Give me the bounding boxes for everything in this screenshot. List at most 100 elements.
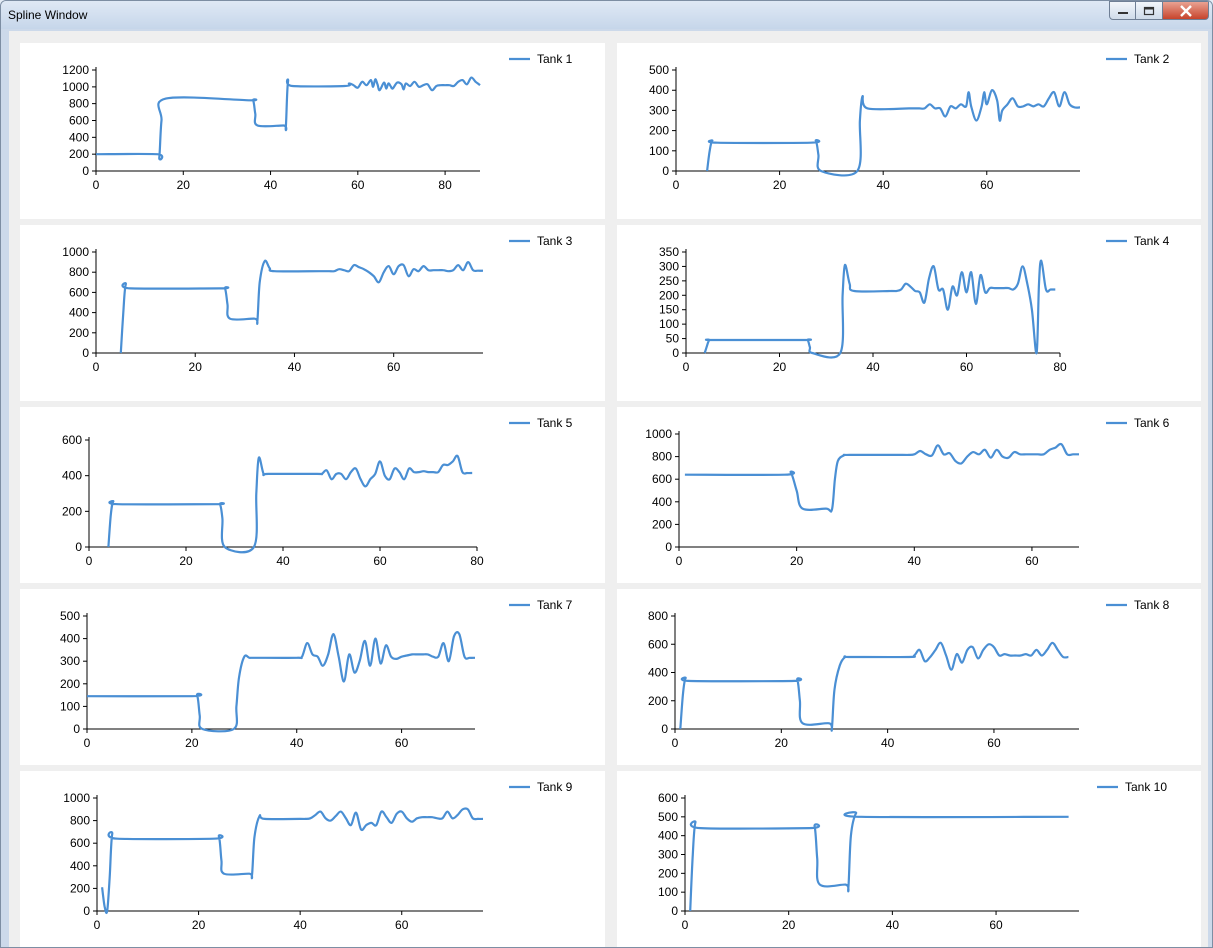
series-line-8 xyxy=(679,641,1069,732)
y-tick-label: 200 xyxy=(69,326,89,340)
minimize-button[interactable] xyxy=(1109,1,1136,20)
y-tick-label: 350 xyxy=(659,245,679,259)
y-tick-label: 0 xyxy=(672,346,679,360)
y-tick-label: 600 xyxy=(648,637,668,651)
x-tick-label: 0 xyxy=(672,736,679,750)
x-tick-label: 0 xyxy=(676,554,683,568)
title-bar[interactable]: Spline Window xyxy=(1,1,1212,29)
window-title: Spline Window xyxy=(8,8,88,22)
x-tick-label: 20 xyxy=(790,554,804,568)
x-tick-label: 20 xyxy=(189,360,203,374)
y-tick-label: 800 xyxy=(70,814,90,828)
x-tick-label: 60 xyxy=(1025,554,1039,568)
chart-panel-4: 0 50 100 150 200 250 300 350 0 20 40 60 80 Tank 4 xyxy=(617,225,1201,401)
x-tick-label: 20 xyxy=(773,178,787,192)
x-tick-label: 40 xyxy=(293,918,307,932)
chart-6: 0 200 400 600 800 1000 0 20 40 60 Tank 6 xyxy=(645,416,1170,568)
y-tick-label: 100 xyxy=(658,885,678,899)
y-tick-label: 400 xyxy=(69,306,89,320)
legend-label: Tank 8 xyxy=(1134,598,1170,612)
y-tick-label: 500 xyxy=(658,810,678,824)
x-tick-label: 20 xyxy=(179,554,193,568)
x-tick-label: 0 xyxy=(84,736,91,750)
chart-panel-1: 0 200 400 600 800 1000 1200 0 20 40 60 80 Tank 1 xyxy=(20,43,605,219)
x-tick-label: 80 xyxy=(1053,360,1067,374)
chart-2: 0 100 200 300 400 500 0 20 40 60 Tank 2 xyxy=(649,52,1170,192)
y-tick-label: 250 xyxy=(659,274,679,288)
chart-9: 0 200 400 600 800 1000 0 20 40 60 Tank 9 xyxy=(63,780,573,932)
series-line-10 xyxy=(689,811,1069,912)
chart-10: 0 100 200 300 400 500 600 0 20 40 60 Tank 10 xyxy=(658,780,1167,932)
series-line-2 xyxy=(706,89,1081,177)
chart-8: 0 200 400 600 800 0 20 40 60 Tank 8 xyxy=(648,598,1170,750)
y-tick-label: 1000 xyxy=(62,245,89,259)
series-line-3 xyxy=(119,259,484,354)
legend-label: Tank 9 xyxy=(537,780,573,794)
x-tick-label: 0 xyxy=(673,178,680,192)
y-tick-label: 400 xyxy=(649,83,669,97)
y-tick-label: 1000 xyxy=(645,427,672,441)
y-tick-label: 300 xyxy=(60,654,80,668)
y-tick-label: 200 xyxy=(69,147,89,161)
x-tick-label: 20 xyxy=(773,360,787,374)
x-tick-label: 60 xyxy=(987,736,1001,750)
x-tick-label: 60 xyxy=(395,918,409,932)
y-tick-label: 500 xyxy=(649,63,669,77)
x-tick-label: 0 xyxy=(683,360,690,374)
x-tick-label: 40 xyxy=(866,360,880,374)
y-tick-label: 600 xyxy=(62,433,82,447)
close-button[interactable] xyxy=(1163,1,1209,20)
y-tick-label: 200 xyxy=(62,504,82,518)
y-tick-label: 300 xyxy=(658,848,678,862)
x-tick-label: 20 xyxy=(185,736,199,750)
y-tick-label: 1000 xyxy=(62,80,89,94)
y-tick-label: 400 xyxy=(648,666,668,680)
y-tick-label: 800 xyxy=(69,97,89,111)
x-tick-label: 20 xyxy=(177,178,191,192)
x-tick-label: 40 xyxy=(876,178,890,192)
y-tick-label: 100 xyxy=(60,699,80,713)
y-tick-label: 0 xyxy=(82,164,89,178)
x-tick-label: 80 xyxy=(470,554,484,568)
x-tick-label: 0 xyxy=(94,918,101,932)
x-tick-label: 0 xyxy=(93,360,100,374)
chart-panel-8: 0 200 400 600 800 0 20 40 60 Tank 8 xyxy=(617,589,1201,765)
x-tick-label: 20 xyxy=(782,918,796,932)
y-tick-label: 600 xyxy=(652,472,672,486)
x-tick-label: 60 xyxy=(387,360,401,374)
y-tick-label: 600 xyxy=(70,836,90,850)
y-tick-label: 0 xyxy=(82,346,89,360)
y-tick-label: 500 xyxy=(60,609,80,623)
legend-label: Tank 6 xyxy=(1134,416,1170,430)
chart-panel-9: 0 200 400 600 800 1000 0 20 40 60 Tank 9 xyxy=(20,771,605,947)
chart-panel-5: 0 200 400 600 0 20 40 60 80 Tank 5 xyxy=(20,407,605,583)
series-line-4 xyxy=(703,259,1056,359)
chart-5: 0 200 400 600 0 20 40 60 80 Tank 5 xyxy=(62,416,573,568)
x-tick-label: 0 xyxy=(93,178,100,192)
y-tick-label: 300 xyxy=(659,259,679,273)
x-tick-label: 40 xyxy=(290,736,304,750)
x-tick-label: 40 xyxy=(264,178,278,192)
y-tick-label: 800 xyxy=(648,609,668,623)
chart-7: 0 100 200 300 400 500 0 20 40 60 Tank 7 xyxy=(60,598,573,750)
y-tick-label: 800 xyxy=(69,265,89,279)
legend-label: Tank 3 xyxy=(537,234,573,248)
legend-label: Tank 7 xyxy=(537,598,573,612)
y-tick-label: 600 xyxy=(69,114,89,128)
y-tick-label: 200 xyxy=(659,288,679,302)
y-tick-label: 0 xyxy=(83,904,90,918)
x-tick-label: 60 xyxy=(989,918,1003,932)
y-tick-label: 400 xyxy=(60,632,80,646)
chart-panel-7: 0 100 200 300 400 500 0 20 40 60 Tank 7 xyxy=(20,589,605,765)
chart-3: 0 200 400 600 800 1000 0 20 40 60 Tank 3 xyxy=(62,234,573,374)
legend-label: Tank 1 xyxy=(537,52,573,66)
y-tick-label: 0 xyxy=(665,540,672,554)
maximize-icon xyxy=(1143,6,1155,15)
x-tick-label: 0 xyxy=(86,554,93,568)
y-tick-label: 100 xyxy=(649,144,669,158)
chart-panel-10: 0 100 200 300 400 500 600 0 20 40 60 Tank 10 xyxy=(617,771,1201,947)
chart-panel-2: 0 100 200 300 400 500 0 20 40 60 Tank 2 xyxy=(617,43,1201,219)
y-tick-label: 1200 xyxy=(62,63,89,77)
maximize-button[interactable] xyxy=(1136,1,1163,20)
